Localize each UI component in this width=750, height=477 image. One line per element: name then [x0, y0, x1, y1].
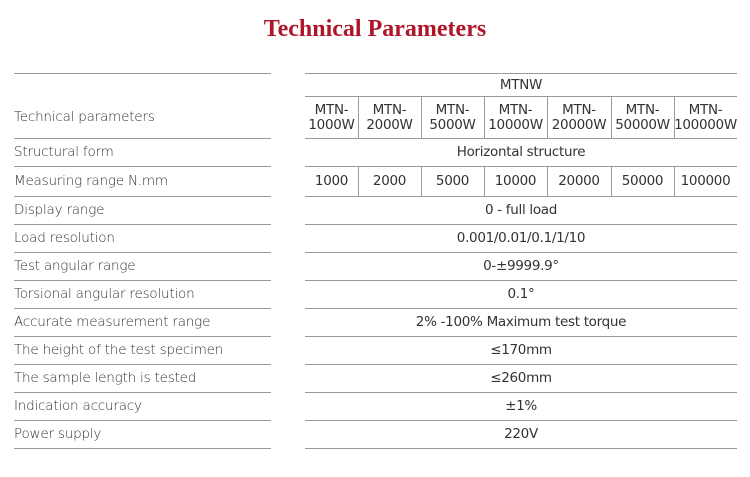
left-divider: [14, 73, 271, 74]
right-divider: [305, 166, 737, 167]
row-label: The height of the test specimen: [14, 342, 224, 358]
row-value: 0.1°: [507, 285, 535, 302]
right-divider: [305, 308, 737, 309]
right-divider: [305, 392, 737, 393]
row-label: Torsional angular resolution: [14, 286, 195, 302]
model-header: MTN- 100000W: [674, 101, 737, 133]
column-divider: [611, 166, 612, 196]
right-divider: [305, 224, 737, 225]
row-value: 0-±9999.9°: [483, 257, 559, 274]
left-divider: [14, 280, 271, 281]
row-value: 50000: [621, 172, 664, 189]
row-value: 220V: [504, 425, 538, 442]
column-divider: [358, 166, 359, 196]
row-value: ±1%: [505, 397, 537, 414]
column-divider: [421, 166, 422, 196]
left-divider: [14, 364, 271, 365]
model-header: MTN- 5000W: [429, 101, 476, 133]
row-label: Indication accuracy: [14, 398, 142, 414]
row-value: 2000: [372, 172, 407, 189]
row-label: The sample length is tested: [14, 370, 197, 386]
left-divider: [14, 224, 271, 225]
right-divider: [305, 96, 737, 97]
column-divider: [484, 96, 485, 138]
group-header: MTNW: [499, 76, 543, 93]
left-divider: [14, 336, 271, 337]
row-label: Structural form: [14, 144, 114, 160]
right-divider: [305, 196, 737, 197]
row-value: ≤260mm: [490, 369, 552, 386]
right-divider: [305, 448, 737, 449]
row-value: 0.001/0.01/0.1/1/10: [456, 229, 586, 246]
row-label: Display range: [14, 202, 105, 218]
left-divider: [14, 196, 271, 197]
row-value: 1000: [314, 172, 349, 189]
row-label: Measuring range N.mm: [14, 173, 168, 189]
row-label: Test angular range: [14, 258, 136, 274]
model-header: MTN- 1000W: [308, 101, 355, 133]
model-header: MTN- 10000W: [488, 101, 543, 133]
row-label: Load resolution: [14, 230, 115, 246]
column-divider: [484, 166, 485, 196]
row-value: ≤170mm: [490, 341, 552, 358]
left-divider: [14, 420, 271, 421]
right-divider: [305, 252, 737, 253]
model-header: MTN- 20000W: [551, 101, 607, 133]
column-divider: [358, 96, 359, 138]
column-divider: [547, 166, 548, 196]
left-divider: [14, 166, 271, 167]
model-header: MTN- 2000W: [366, 101, 413, 133]
column-divider: [547, 96, 548, 138]
right-divider: [305, 336, 737, 337]
column-divider: [421, 96, 422, 138]
row-label: Accurate measurement range: [14, 314, 211, 330]
column-divider: [674, 96, 675, 138]
left-divider: [14, 448, 271, 449]
model-header: MTN- 50000W: [615, 101, 670, 133]
row-value: 100000: [680, 172, 731, 189]
row-value: 20000: [558, 172, 600, 189]
row-value: 5000: [435, 172, 470, 189]
row-value: 2% -100% Maximum test torque: [415, 313, 627, 330]
page-title: Technical Parameters: [263, 16, 487, 42]
left-divider: [14, 308, 271, 309]
row-value: 10000: [494, 172, 537, 189]
header-label: Technical parameters: [14, 109, 155, 125]
right-divider: [305, 420, 737, 421]
column-divider: [674, 166, 675, 196]
left-divider: [14, 252, 271, 253]
row-label: Power supply: [14, 426, 102, 442]
row-value: 0 - full load: [484, 201, 558, 218]
right-divider: [305, 280, 737, 281]
left-divider: [14, 138, 271, 139]
right-divider: [305, 138, 737, 139]
row-value: Horizontal structure: [456, 143, 586, 160]
right-divider: [305, 364, 737, 365]
left-divider: [14, 392, 271, 393]
column-divider: [611, 96, 612, 138]
right-divider: [305, 73, 737, 74]
